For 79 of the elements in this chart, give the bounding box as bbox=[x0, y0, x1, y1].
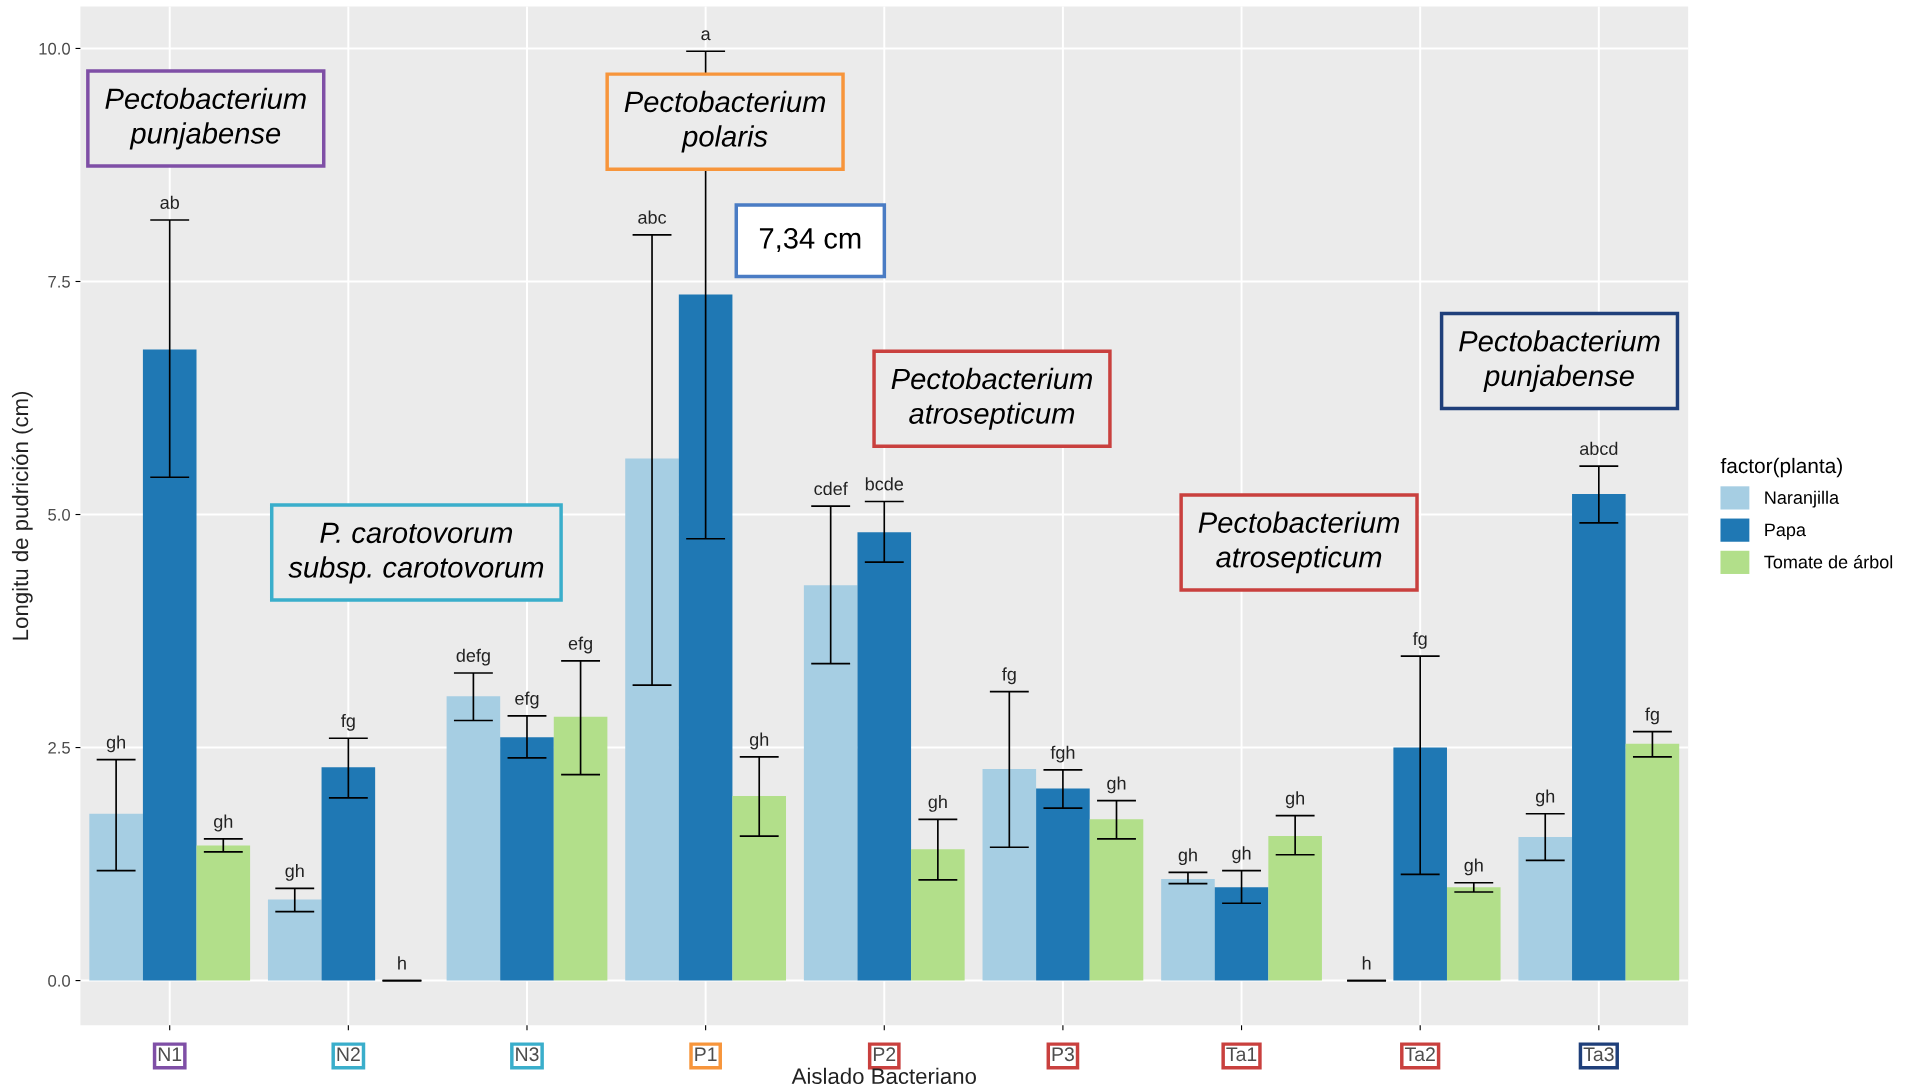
bar bbox=[1625, 743, 1680, 981]
annotation: fg bbox=[341, 713, 355, 731]
bar bbox=[500, 737, 554, 981]
bar bbox=[1089, 819, 1144, 981]
bar bbox=[1446, 887, 1501, 981]
bar bbox=[142, 349, 197, 981]
annotation: fgh bbox=[1050, 745, 1075, 763]
annotation: h bbox=[398, 956, 406, 970]
x-tick-label: Ta2 bbox=[1404, 1047, 1435, 1062]
annotation: Pectobacterium punjabense bbox=[105, 87, 306, 150]
y-tick-label: 7.5 bbox=[48, 276, 70, 288]
bar bbox=[732, 796, 787, 981]
annotation: gh bbox=[1464, 858, 1483, 876]
bar bbox=[1161, 878, 1215, 981]
annotation: cdef bbox=[814, 481, 848, 496]
bar bbox=[1036, 788, 1090, 981]
bar bbox=[982, 768, 1037, 981]
annotation: P. carotovorum subsp. carotovorum bbox=[288, 522, 544, 584]
x-tick-label: P3 bbox=[1052, 1047, 1074, 1062]
y-tick-label: 5.0 bbox=[48, 508, 71, 521]
legend-label: Papa bbox=[1765, 523, 1806, 540]
annotation: ab bbox=[160, 195, 179, 209]
bar bbox=[857, 532, 912, 981]
bar bbox=[678, 294, 733, 981]
x-tick-label: P2 bbox=[873, 1047, 896, 1061]
x-axis-title: Aislado Bacteriano bbox=[791, 1067, 976, 1085]
annotation: gh bbox=[1107, 776, 1126, 794]
annotation: fg bbox=[1002, 667, 1016, 685]
annotation: abcd bbox=[1580, 441, 1618, 456]
bar bbox=[553, 716, 608, 981]
bar bbox=[1518, 837, 1573, 981]
bar bbox=[1393, 747, 1447, 981]
annotation: h bbox=[1362, 956, 1371, 970]
bar bbox=[1268, 836, 1322, 981]
legend-label: Tomate de árbol bbox=[1764, 554, 1893, 569]
annotation: bcde bbox=[865, 477, 904, 491]
x-tick-label: N3 bbox=[516, 1047, 539, 1062]
annotation: Pectobacterium polaris bbox=[624, 90, 826, 153]
bar bbox=[267, 899, 322, 981]
annotation: gh bbox=[214, 814, 233, 832]
bar bbox=[321, 767, 376, 981]
annotation: gh bbox=[106, 735, 125, 753]
x-tick-label: Ta3 bbox=[1583, 1047, 1614, 1062]
annotation: gh bbox=[1535, 789, 1555, 807]
bar bbox=[1214, 887, 1269, 981]
annotation: Pectobacterium atrosepticum bbox=[1198, 511, 1400, 574]
bar bbox=[196, 845, 251, 981]
bar bbox=[911, 849, 965, 981]
annotation: fg bbox=[1645, 707, 1659, 725]
annotation: gh bbox=[928, 795, 947, 812]
x-tick-label: N1 bbox=[158, 1047, 182, 1061]
x-tick-label: Ta1 bbox=[1226, 1047, 1257, 1062]
x-tick-label: P1 bbox=[695, 1047, 717, 1061]
y-tick-label: 10.0 bbox=[39, 42, 71, 55]
bar bbox=[89, 813, 143, 981]
x-tick-label: N2 bbox=[337, 1047, 360, 1061]
legend-title: factor(planta) bbox=[1720, 457, 1842, 478]
annotation: gh bbox=[1285, 791, 1305, 809]
bar bbox=[625, 458, 679, 981]
annotation: Pectobacterium atrosepticum bbox=[891, 367, 1092, 430]
annotation: efg bbox=[515, 691, 539, 709]
y-axis-title: Longitu de pudrición (cm) bbox=[11, 391, 33, 640]
annotation: defg bbox=[456, 648, 490, 666]
legend-label: Naranjilla bbox=[1765, 490, 1840, 508]
annotation: abc bbox=[638, 210, 667, 224]
annotation: 7,34 cm bbox=[759, 228, 861, 253]
annotation: gh bbox=[1232, 846, 1251, 864]
annotation: a bbox=[701, 30, 711, 41]
bar bbox=[803, 585, 858, 981]
annotation: Pectobacterium punjabense bbox=[1459, 330, 1660, 392]
y-tick-label: 0.0 bbox=[48, 974, 71, 987]
annotation: fg bbox=[1412, 631, 1427, 649]
bar bbox=[1572, 494, 1626, 981]
annotation: efg bbox=[568, 636, 592, 654]
y-tick-label: 2.5 bbox=[48, 741, 70, 754]
annotation: gh bbox=[285, 864, 304, 881]
annotation: gh bbox=[1178, 848, 1197, 865]
annotation: gh bbox=[749, 732, 769, 750]
bar bbox=[446, 696, 501, 981]
